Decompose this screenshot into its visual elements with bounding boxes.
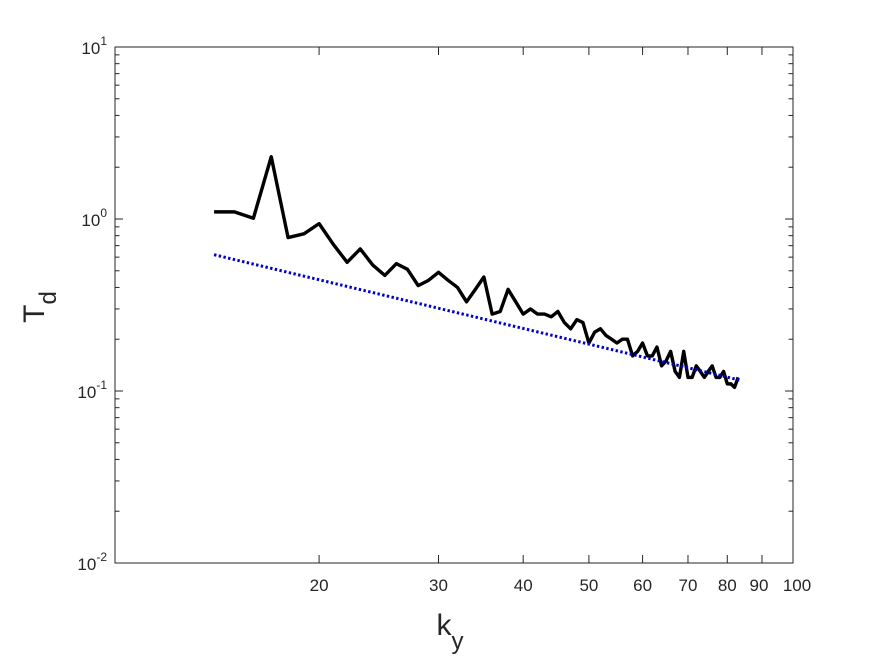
x-tick-label: 40 — [514, 576, 533, 595]
x-tick-label: 50 — [579, 576, 598, 595]
x-tick-label: 60 — [633, 576, 652, 595]
series-layer — [213, 155, 743, 390]
x-tick-label: 100 — [783, 576, 811, 595]
axes-layer — [114, 46, 794, 564]
fit-line-dotted — [213, 253, 743, 383]
x-tick-label: 80 — [718, 576, 737, 595]
x-tick-label: 90 — [750, 576, 769, 595]
x-tick-label: 70 — [679, 576, 698, 595]
axes-box — [114, 46, 794, 564]
series-line-solid — [214, 155, 740, 390]
y-tick-label: 10-2 — [77, 550, 107, 574]
x-axis-label: ky — [437, 609, 464, 655]
y-tick-label: 101 — [81, 34, 107, 58]
y-tick-label: 10-1 — [77, 378, 107, 402]
y-tick-label: 100 — [81, 206, 107, 230]
x-tick-label: 30 — [429, 576, 448, 595]
labels-layer: 20 30 40 50 60 70 80 90 100 10-2 10-1 100 101 ky Td — [18, 34, 811, 655]
y-axis-label: Td — [18, 291, 62, 323]
x-tick-label: 20 — [310, 576, 329, 595]
